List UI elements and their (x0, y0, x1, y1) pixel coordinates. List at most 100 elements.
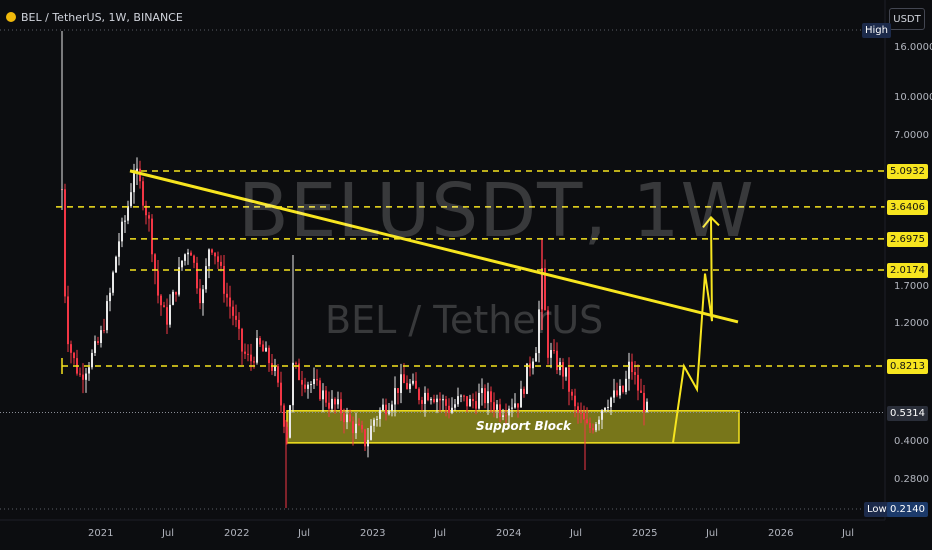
candle-body (205, 266, 207, 290)
candle-body (121, 221, 123, 242)
candle-body (421, 400, 423, 404)
candle-body (466, 396, 468, 407)
candle-body (160, 295, 162, 306)
candle-body (259, 338, 261, 345)
candle-body (364, 429, 366, 447)
candle-body (562, 362, 564, 377)
candle-body (256, 338, 258, 363)
candle-body (550, 350, 552, 358)
candle-body (580, 412, 582, 414)
price-tick-label: 16.0000 (894, 41, 932, 53)
candle-body (292, 362, 294, 406)
candle-body (280, 382, 282, 406)
candle-body (349, 414, 351, 422)
candle-body (253, 361, 255, 363)
candle-body (322, 390, 324, 400)
candle-body (433, 398, 435, 403)
candle-body (67, 296, 69, 345)
candle-body (646, 401, 648, 413)
candle-body (313, 379, 315, 385)
candle-body (619, 385, 621, 396)
candle-body (187, 252, 189, 255)
time-tick-label: 2024 (496, 528, 522, 539)
low-price-pill: 0.2140 (887, 502, 928, 517)
candle-body (133, 173, 135, 193)
candle-body (523, 388, 525, 394)
candle-body (250, 354, 252, 362)
candle-body (544, 268, 546, 311)
candle-body (502, 415, 504, 418)
candle-body (352, 421, 354, 434)
candle-body (151, 218, 153, 255)
candle-body (448, 405, 450, 413)
candle-body (154, 254, 156, 271)
candle-body (439, 398, 441, 401)
price-tick-label: 7.0000 (894, 130, 929, 142)
candle-body (475, 401, 477, 409)
candle-body (400, 374, 402, 393)
candle-body (601, 410, 603, 420)
candle-body (286, 426, 288, 438)
candle-body (487, 391, 489, 404)
candle-body (124, 220, 126, 222)
candle-body (391, 404, 393, 411)
candle-body (607, 406, 609, 408)
candle-body (247, 353, 249, 355)
time-tick-label: 2021 (88, 528, 114, 539)
candle-body (457, 396, 459, 405)
level-price-pill: 2.6975 (887, 231, 928, 247)
candle-body (139, 168, 141, 182)
candle-body (388, 410, 390, 415)
time-tick-label: Jul (569, 528, 583, 539)
support-block-label: Support Block (476, 419, 572, 433)
candle-body (556, 350, 558, 371)
candle-body (271, 363, 273, 371)
candle-body (334, 398, 336, 405)
candle-body (370, 425, 372, 440)
price-tick-label: 0.2800 (894, 473, 929, 485)
candle-body (106, 301, 108, 331)
candle-body (547, 310, 549, 358)
candle-body (277, 366, 279, 383)
candle-body (382, 404, 384, 411)
candle-body (223, 265, 225, 294)
candle-body (244, 351, 246, 354)
candle-body (268, 347, 270, 364)
candle-body (643, 392, 645, 413)
candle-body (343, 413, 345, 423)
candle-body (301, 379, 303, 385)
candle-body (172, 291, 174, 305)
key-levels (0, 170, 885, 414)
candle-body (64, 189, 66, 297)
candle-body (583, 413, 585, 420)
candle-body (166, 307, 168, 325)
candle-body (478, 392, 480, 409)
candle-body (163, 305, 165, 308)
candle-body (88, 367, 90, 374)
candle-body (613, 390, 615, 398)
descending-trendline (129, 169, 739, 324)
candle-body (412, 380, 414, 384)
candle-body (346, 414, 348, 423)
candle-body (130, 192, 132, 207)
candle-body (394, 388, 396, 405)
candle-body (304, 384, 306, 389)
candle-body (157, 270, 159, 296)
candle-body (241, 328, 243, 352)
price-tick-label: 1.7000 (894, 281, 929, 293)
candle-body (508, 408, 510, 416)
candle-body (202, 289, 204, 304)
candle-body (532, 361, 534, 369)
candle-body (625, 378, 627, 392)
candle-body (136, 168, 138, 174)
candle-body (310, 384, 312, 386)
currency-button[interactable]: USDT (889, 8, 925, 30)
symbol-header[interactable]: BEL / TetherUS, 1W, BINANCE (6, 11, 183, 24)
time-tick-label: 2025 (632, 528, 658, 539)
candle-body (598, 419, 600, 425)
candle-body (127, 206, 129, 221)
price-tick-label: 1.2000 (894, 318, 929, 330)
projection-arrowhead (702, 215, 720, 229)
time-tick-label: Jul (433, 528, 447, 539)
